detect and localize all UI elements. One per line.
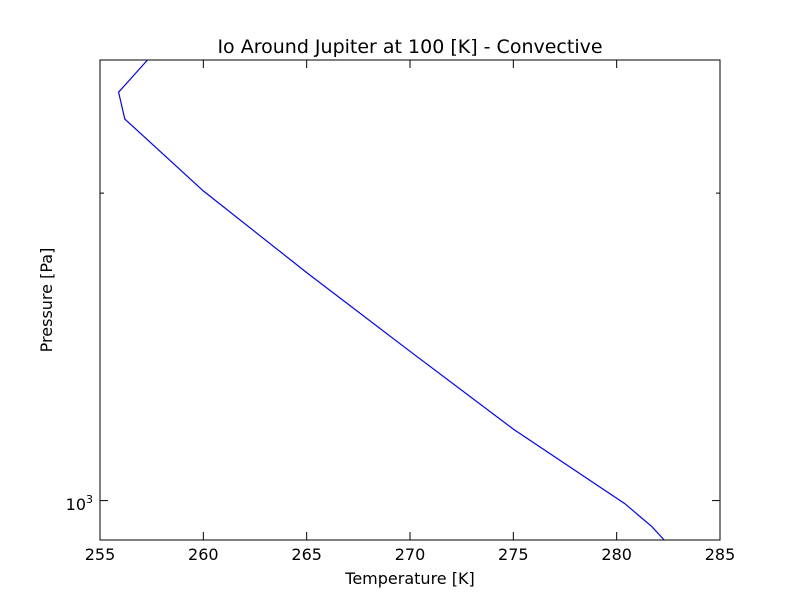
x-axis-label: Temperature [K] bbox=[344, 569, 474, 588]
y-tick-label-base: 10 bbox=[66, 495, 86, 514]
x-tick-label: 285 bbox=[705, 545, 736, 564]
x-tick-label: 255 bbox=[85, 545, 116, 564]
series-line-0 bbox=[117, 59, 665, 541]
y-axis-label: Pressure [Pa] bbox=[37, 248, 56, 353]
plot-area bbox=[100, 60, 720, 540]
x-axis-ticks: 255 260 265 270 275 280 285 bbox=[85, 60, 736, 564]
y-tick-label-exponent: 3 bbox=[86, 493, 93, 506]
x-tick-label: 280 bbox=[601, 545, 632, 564]
x-tick-label: 270 bbox=[395, 545, 426, 564]
y-axis-ticks bbox=[100, 192, 720, 502]
x-tick-label: 275 bbox=[498, 545, 529, 564]
chart-title: Io Around Jupiter at 100 [K] - Convectiv… bbox=[217, 36, 602, 58]
series-layer bbox=[117, 59, 665, 541]
x-tick-label: 260 bbox=[188, 545, 219, 564]
x-tick-label: 265 bbox=[291, 545, 322, 564]
y-tick-label-1000: 103 bbox=[66, 493, 93, 514]
plot-frame bbox=[99, 59, 721, 541]
